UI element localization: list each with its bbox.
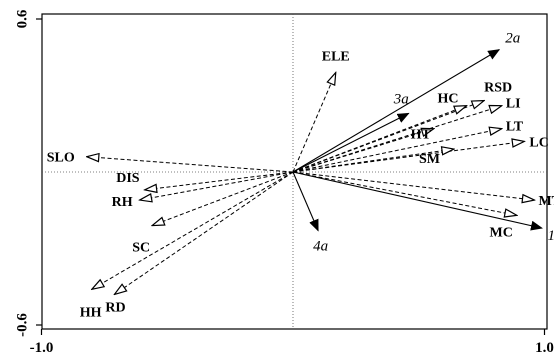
env-label-rh: RH bbox=[112, 195, 133, 210]
env-vector-sc bbox=[152, 171, 294, 226]
env-vector-hc bbox=[292, 106, 467, 173]
env-label-slo: SLO bbox=[47, 151, 75, 166]
env-vector-lt bbox=[292, 129, 502, 173]
plot-frame bbox=[41, 13, 548, 330]
env-vector-rh bbox=[140, 171, 294, 200]
x-tick-label: 1.0 bbox=[535, 340, 554, 356]
env-vector-mc bbox=[292, 171, 517, 215]
env-label-li: LI bbox=[506, 97, 521, 112]
env-label-sm: SM bbox=[419, 152, 440, 167]
species-vector-4a bbox=[292, 171, 319, 232]
species-vector-1a bbox=[292, 171, 543, 231]
env-vector-hh bbox=[92, 171, 294, 289]
env-label-mc: MC bbox=[490, 225, 513, 240]
env-label-ht: HT bbox=[411, 128, 432, 143]
env-vector-rsd bbox=[292, 101, 484, 173]
env-label-dis: DIS bbox=[116, 171, 140, 186]
env-label-mt: MT bbox=[538, 194, 554, 209]
species-label-4a: 4a bbox=[313, 239, 328, 255]
species-label-1a: 1a bbox=[547, 228, 554, 244]
species-vector-3a bbox=[292, 112, 410, 173]
env-vector-ht bbox=[292, 129, 434, 173]
env-label-rsd: RSD bbox=[484, 81, 512, 96]
env-label-sc: SC bbox=[132, 241, 150, 256]
env-vector-rd bbox=[114, 171, 294, 294]
env-label-lt: LT bbox=[506, 120, 524, 135]
env-vector-mt bbox=[292, 171, 534, 200]
env-label-hh: HH bbox=[80, 305, 102, 320]
env-label-ele: ELE bbox=[322, 50, 350, 65]
env-vector-slo bbox=[87, 157, 294, 173]
y-tick-label: 0.6 bbox=[14, 9, 30, 28]
env-vector-sm bbox=[292, 149, 454, 173]
env-vector-dis bbox=[145, 171, 294, 190]
x-tick-label: -1.0 bbox=[30, 340, 54, 356]
env-label-rd: RD bbox=[105, 300, 125, 315]
env-vector-ele bbox=[292, 73, 336, 173]
species-label-2a: 2a bbox=[505, 31, 520, 47]
env-label-hc: HC bbox=[438, 92, 459, 107]
env-label-lc: LC bbox=[529, 135, 548, 150]
species-vector-2a bbox=[292, 49, 501, 173]
env-vector-li bbox=[292, 106, 502, 173]
y-tick-label: -0.6 bbox=[14, 313, 30, 337]
species-label-3a: 3a bbox=[393, 91, 409, 107]
